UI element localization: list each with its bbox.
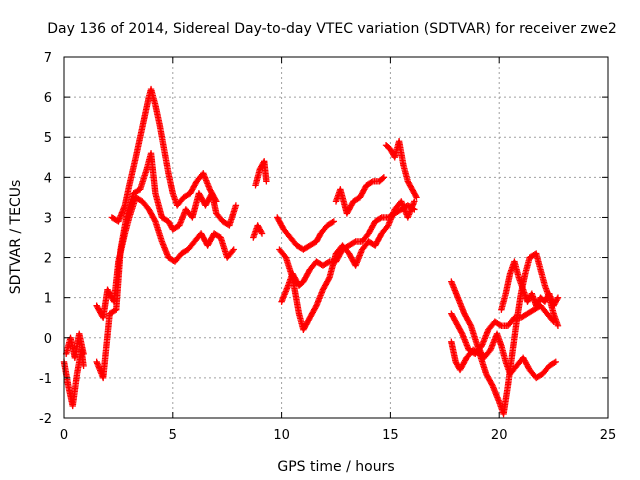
data-point	[351, 239, 358, 246]
y-axis-label: SDTVAR / TECUs	[8, 180, 24, 295]
data-point	[552, 358, 559, 366]
data-point	[488, 381, 496, 388]
data-point	[229, 247, 236, 255]
x-tick-label: 20	[491, 428, 508, 443]
y-tick-label: 3	[44, 211, 52, 226]
data-point	[230, 246, 237, 253]
y-tick-label: 7	[44, 51, 52, 66]
data-point	[213, 198, 220, 205]
data-point	[554, 295, 561, 303]
series-track-o	[448, 250, 562, 418]
data-point	[151, 216, 158, 224]
data-point	[80, 350, 87, 358]
y-tick-label: 1	[44, 292, 52, 307]
series-track-d	[93, 194, 237, 321]
data-point	[325, 275, 332, 283]
data-point	[80, 362, 87, 370]
y-tick-label: -1	[39, 372, 52, 387]
series-track-i	[276, 198, 418, 333]
data-point	[411, 198, 418, 205]
data-point	[379, 175, 386, 182]
x-tick-label: 0	[60, 428, 68, 443]
y-tick-label: 2	[44, 252, 52, 267]
series-track-p	[498, 258, 562, 313]
x-tick-label: 10	[273, 428, 290, 443]
y-tick-label: -2	[39, 412, 52, 427]
data-point	[458, 329, 465, 336]
data-point	[258, 230, 266, 237]
data-point	[551, 359, 558, 366]
data-point	[368, 178, 375, 186]
data-point	[466, 321, 474, 328]
data-point	[324, 259, 332, 266]
data-point	[554, 294, 562, 301]
data-point	[412, 192, 419, 200]
plot-frame	[63, 56, 609, 419]
series-track-j	[274, 214, 338, 253]
y-tick-label: 4	[44, 171, 52, 186]
series-track-g	[252, 158, 270, 189]
y-tick-label: 5	[44, 131, 52, 146]
data-point	[380, 174, 388, 181]
data-point	[554, 322, 562, 329]
chart-title: Day 136 of 2014, Sidereal Day-to-day VTE…	[47, 21, 617, 37]
data-point	[212, 196, 219, 204]
x-tick-label: 25	[600, 428, 617, 443]
x-axis-label: GPS time / hours	[277, 459, 394, 475]
series-track-k	[332, 174, 388, 217]
x-tick-label: 15	[382, 428, 399, 443]
data-point	[377, 215, 384, 222]
data-point	[258, 228, 265, 236]
data-point	[329, 219, 336, 226]
y-tick-label: 6	[44, 91, 52, 106]
series-track-l	[382, 138, 420, 201]
data-points	[60, 85, 562, 418]
data-point	[232, 202, 240, 209]
data-point	[413, 194, 420, 201]
series-track-e	[108, 85, 220, 225]
series-track-c	[93, 150, 240, 382]
series-track-f	[250, 222, 266, 241]
data-point	[312, 303, 319, 311]
ticks: 0 5 10 15 20 25 -2 -1 0 1 2 3 4 5 6 7	[39, 51, 616, 443]
data-point	[263, 178, 270, 185]
y-tick-label: 0	[44, 332, 52, 347]
series-track-n	[448, 278, 559, 382]
series-track-b	[62, 330, 87, 362]
data-point	[496, 321, 504, 329]
data-point	[330, 218, 338, 225]
x-tick-label: 5	[169, 428, 177, 443]
